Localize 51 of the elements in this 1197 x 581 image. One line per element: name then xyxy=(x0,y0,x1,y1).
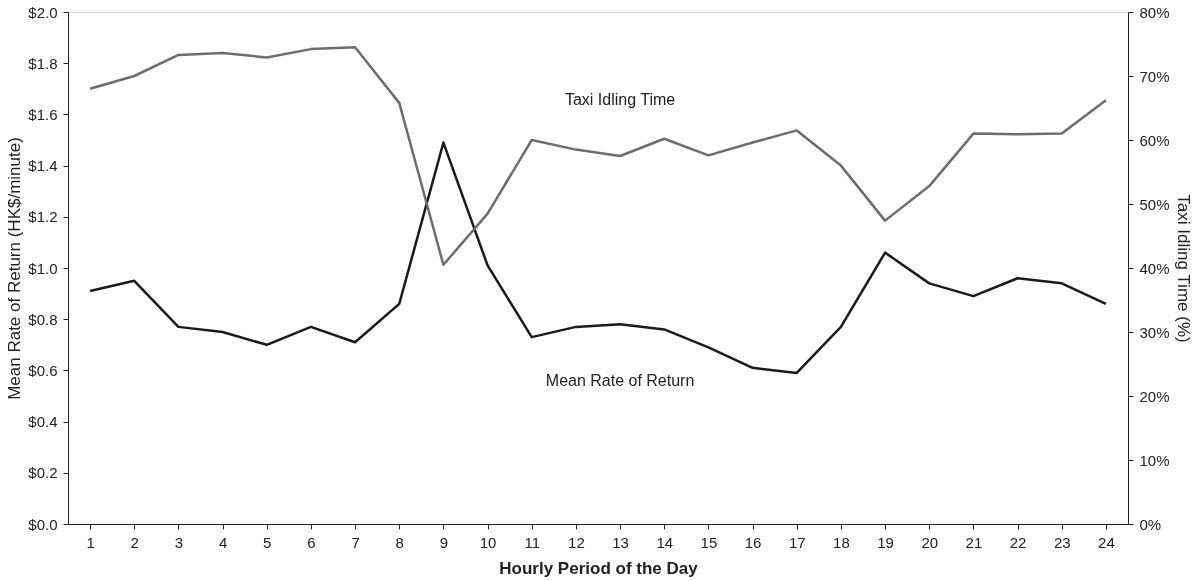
y2-tick-label: 40% xyxy=(1139,259,1170,277)
y-tick-label: $1.0 xyxy=(28,259,58,277)
y-tick-label: $0.2 xyxy=(28,464,58,482)
x-axis-title: Hourly Period of the Day xyxy=(499,558,699,578)
y-tick-label: $1.4 xyxy=(28,157,58,175)
y2-tick-label: 20% xyxy=(1139,387,1170,405)
x-tick-label: 14 xyxy=(656,533,674,551)
y-tick-label: $2.0 xyxy=(28,3,58,21)
x-tick-label: 5 xyxy=(263,533,272,551)
y2-tick-label: 0% xyxy=(1139,515,1162,533)
x-tick-label: 7 xyxy=(351,533,360,551)
y-tick-label: $1.2 xyxy=(28,208,58,226)
x-tick-label: 23 xyxy=(1053,533,1071,551)
series-label: Mean Rate of Return xyxy=(545,371,695,389)
y2-tick-label: 30% xyxy=(1139,323,1170,341)
x-tick-label: 10 xyxy=(479,533,497,551)
y2-tick-label: 80% xyxy=(1139,3,1170,21)
y2-tick-label: 70% xyxy=(1139,67,1170,85)
x-tick-label: 9 xyxy=(439,533,449,551)
x-tick-label: 2 xyxy=(130,533,139,551)
line-series xyxy=(88,45,1108,267)
x-tick-label: 12 xyxy=(568,533,585,551)
x-tick-label: 1 xyxy=(86,533,95,551)
x-tick-label: 24 xyxy=(1098,533,1115,551)
y2-tick-label: 50% xyxy=(1139,195,1170,213)
text: Taxi Idling Time xyxy=(564,90,676,108)
x-tick-label: 15 xyxy=(700,533,718,551)
y-tick-label: $0.0 xyxy=(28,515,58,533)
x-tick-label: 6 xyxy=(307,533,316,551)
y2-axis-title: Taxi Idling Time (%) xyxy=(1173,194,1193,343)
y-tick-label: $1.8 xyxy=(28,54,58,72)
y2-tick-label: 10% xyxy=(1139,451,1170,469)
y-tick-label: $0.8 xyxy=(28,310,58,328)
x-tick-label: 21 xyxy=(965,533,983,551)
y2-tick-label: 60% xyxy=(1139,131,1170,149)
x-tick-label: 3 xyxy=(174,533,184,551)
x-tick-label: 19 xyxy=(877,533,894,551)
x-tick-label: 13 xyxy=(612,533,629,551)
line-series xyxy=(88,141,1108,375)
x-tick-label: 22 xyxy=(1009,533,1027,551)
x-tick-label: 16 xyxy=(744,533,762,551)
y-tick-label: $0.4 xyxy=(28,413,58,431)
x-tick-label: 18 xyxy=(833,533,850,551)
x-tick-label: 17 xyxy=(788,533,806,551)
x-tick-label: 20 xyxy=(921,533,939,551)
x-tick-label: 11 xyxy=(524,533,541,551)
y-axis-title: Mean Rate of Return (HK$/minute) xyxy=(5,137,25,400)
y-tick-label: $0.6 xyxy=(28,361,58,379)
x-tick-label: 4 xyxy=(218,533,228,551)
y-tick-label: $1.6 xyxy=(28,105,58,123)
x-tick-label: 8 xyxy=(395,533,404,551)
